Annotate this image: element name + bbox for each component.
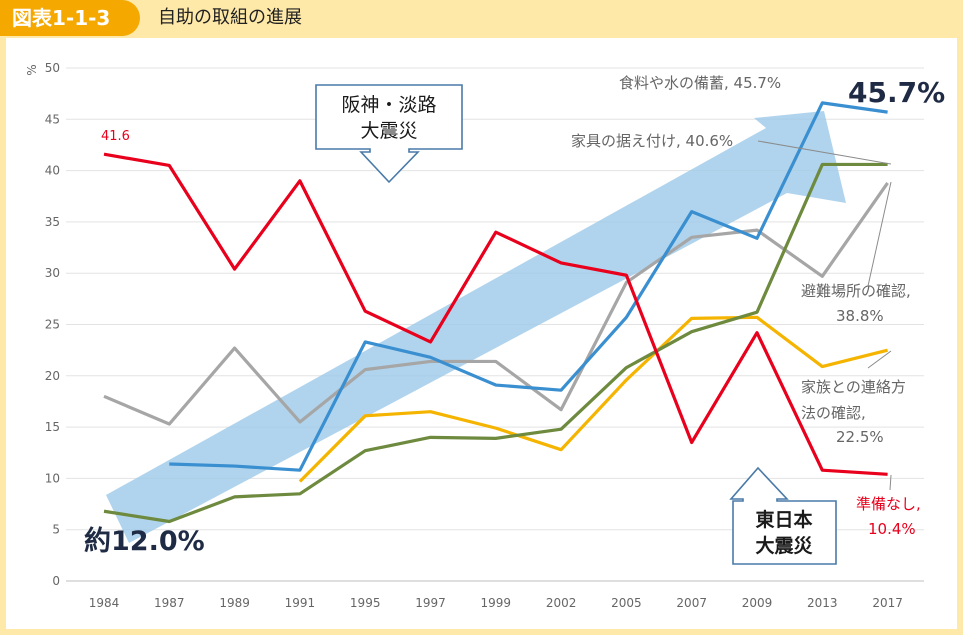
x-tick-label: 2017: [872, 596, 903, 610]
x-tick-label: 2007: [676, 596, 707, 610]
series-line-3: [103, 181, 889, 426]
y-tick-label: 50: [45, 61, 60, 75]
series-line-1: [169, 101, 888, 472]
x-tick-label: 2002: [546, 596, 577, 610]
y-tick-label: 40: [45, 164, 60, 178]
callout-hanshin-line2: 大震災: [360, 120, 417, 142]
label-junbi-start: 41.6: [101, 129, 130, 144]
callout-higashi-line1: 東日本: [755, 508, 812, 531]
label-junbi-end-1: 準備なし,: [856, 495, 921, 513]
start-value-annotation: 約12.0%: [84, 525, 205, 557]
y-axis-title: %: [25, 64, 39, 75]
x-tick-label: 2013: [807, 596, 838, 610]
series-line-0: [103, 152, 888, 476]
label-kazoku-3: 22.5%: [836, 428, 884, 446]
leader-lines: [757, 140, 892, 491]
x-tick-label: 1987: [154, 596, 185, 610]
label-kazoku-2: 法の確認,: [801, 404, 866, 422]
label-kazoku-1: 家族との連絡方: [801, 378, 906, 396]
y-tick-label: 5: [52, 523, 60, 537]
y-tick-label: 15: [45, 420, 60, 434]
callout-higashi-line2: 大震災: [755, 534, 813, 557]
x-tick-label: 1997: [415, 596, 446, 610]
y-tick-label: 0: [52, 574, 60, 588]
x-tick-label: 1999: [481, 596, 512, 610]
x-tick-label: 1995: [350, 596, 381, 610]
y-axis: 0 5 10 15 20 25 30 35 40 45 50: [45, 61, 60, 588]
figure-title: 自助の取組の進展: [158, 7, 302, 28]
callout-higashi: 東日本 大震災: [729, 466, 837, 565]
label-kagu: 家具の据え付け, 40.6%: [571, 132, 733, 150]
trend-arrow: [106, 111, 846, 543]
chart-area: 0 5 10 15 20 25 30 35 40 45 50 1984 1987 1989 1991 199…: [6, 38, 957, 629]
x-tick-label: 1984: [89, 596, 120, 610]
y-tick-label: 35: [45, 215, 60, 229]
label-junbi-end-2: 10.4%: [868, 520, 916, 538]
y-tick-label: 10: [45, 471, 60, 485]
label-hinan-1: 避難場所の確認,: [801, 282, 911, 300]
label-shokuryo: 食料や水の備蓄, 45.7%: [619, 74, 781, 92]
x-tick-label: 2009: [742, 596, 773, 610]
x-tick-label: 2005: [611, 596, 642, 610]
x-tick-label: 1991: [285, 596, 316, 610]
label-hinan-2: 38.8%: [836, 307, 884, 325]
y-tick-label: 20: [45, 369, 60, 383]
series-line-4: [298, 315, 888, 483]
callout-hanshin-line1: 阪神・淡路: [341, 94, 436, 116]
y-tick-label: 45: [45, 112, 60, 126]
series-lines: [103, 101, 889, 524]
x-tick-label: 1989: [219, 596, 250, 610]
y-tick-label: 25: [45, 318, 60, 332]
x-axis: 1984 1987 1989 1991 1995 1997 1999 2002 2005 2007…: [89, 596, 903, 610]
line-chart: 0 5 10 15 20 25 30 35 40 45 50 1984 1987 1989 1991 199…: [25, 61, 945, 610]
figure-label-badge: 図表1-1-3: [0, 0, 140, 36]
series-line-2: [103, 162, 888, 524]
callout-hanshin: 阪神・淡路 大震災: [315, 84, 463, 184]
end-value-annotation: 45.7%: [848, 76, 945, 109]
y-tick-label: 30: [45, 266, 60, 280]
